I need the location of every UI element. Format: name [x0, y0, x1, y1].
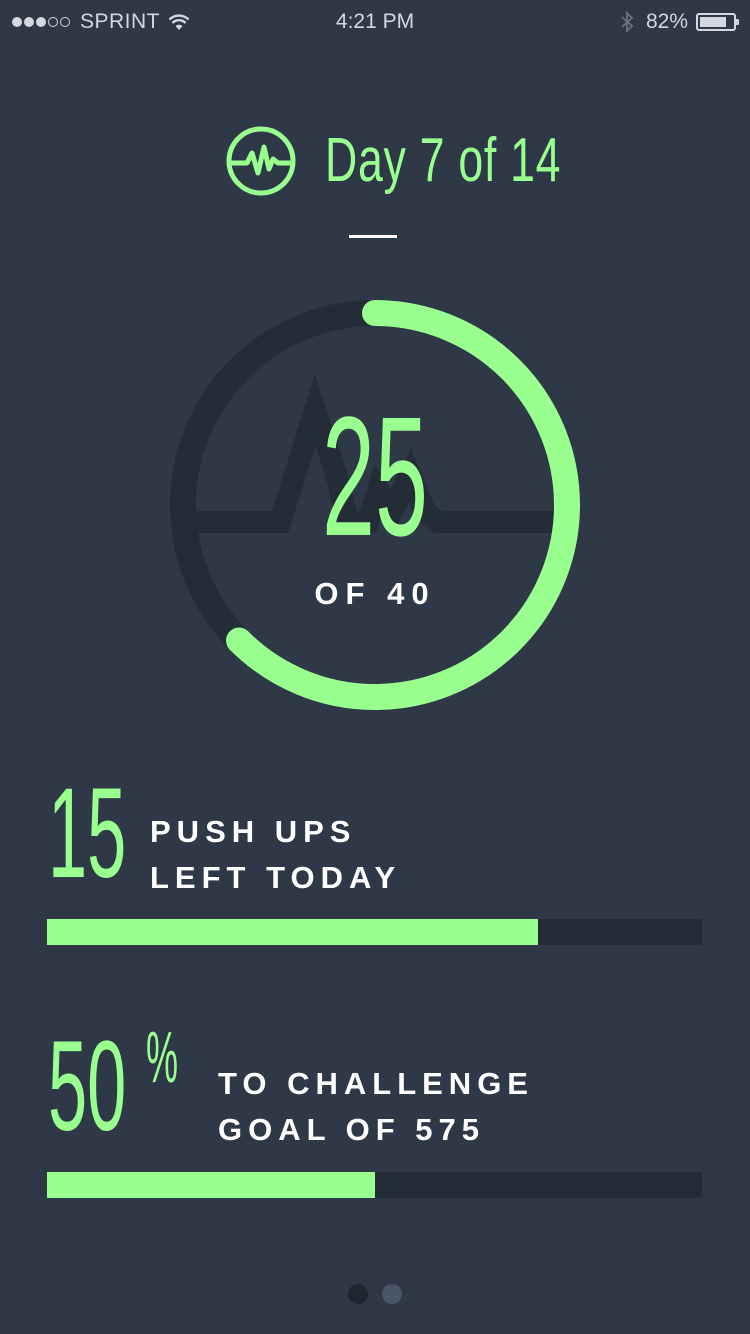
signal-dot — [48, 17, 58, 27]
percent-sign: % — [146, 1018, 179, 1098]
page-dot-2[interactable] — [382, 1284, 402, 1304]
pushups-left-label-line1: PUSH UPS — [150, 814, 357, 849]
challenge-label-line1: TO CHALLENGE — [218, 1066, 534, 1101]
status-right: 82% — [620, 10, 739, 34]
completed-count: 25 — [322, 382, 428, 572]
daily-progress-bar — [47, 919, 702, 945]
pushups-left-number: 15 — [48, 762, 127, 905]
ring-pulse-icon — [190, 373, 565, 535]
header: Day 7 of 14 — [0, 118, 750, 203]
signal-strength-icon — [12, 17, 72, 27]
bluetooth-icon — [621, 11, 634, 33]
page-indicator[interactable] — [0, 1284, 750, 1304]
completed-total: OF 40 — [314, 576, 436, 611]
battery-icon — [696, 13, 739, 31]
status-time: 4:21 PM — [335, 10, 415, 33]
battery-percent: 82% — [645, 10, 688, 33]
challenge-progress-fill — [47, 1172, 375, 1198]
pulse-icon — [226, 126, 296, 195]
carrier-name: SPRINT — [80, 10, 161, 33]
status-bar: SPRINT 4:21 PM 82% — [0, 0, 750, 44]
progress-ring — [170, 300, 580, 710]
pushups-left-label-line2: LEFT TODAY — [150, 860, 402, 895]
challenge-label-line2: GOAL OF 575 — [218, 1112, 485, 1147]
wifi-icon — [168, 14, 190, 30]
ring-progress-arc — [170, 300, 580, 710]
challenge-percent-number: 50 — [48, 1015, 127, 1158]
challenge-progress-bar — [47, 1172, 702, 1198]
divider — [349, 235, 397, 238]
signal-dot — [60, 17, 70, 27]
day-progress-title: Day 7 of 14 — [325, 126, 562, 195]
signal-dot — [12, 17, 22, 27]
signal-dot — [36, 17, 46, 27]
signal-dot — [24, 17, 34, 27]
status-left: SPRINT — [12, 10, 190, 34]
battery-fill — [700, 17, 727, 27]
daily-progress-fill — [47, 919, 539, 945]
page-dot-1[interactable] — [348, 1284, 368, 1304]
